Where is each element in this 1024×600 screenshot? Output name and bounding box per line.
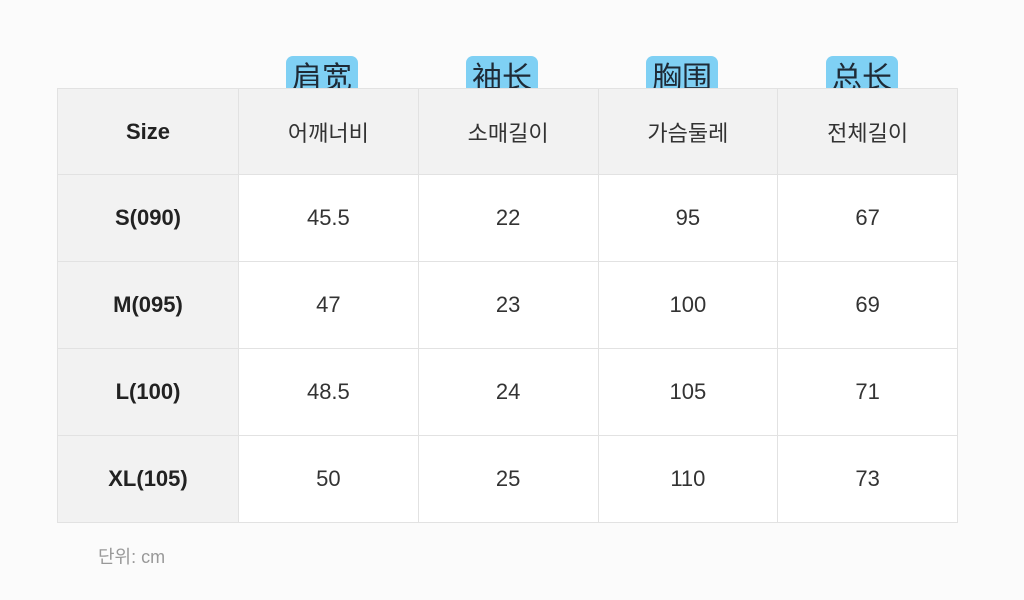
header-chest: 가슴둘레 <box>597 88 779 175</box>
cell: 73 <box>777 435 958 523</box>
table-row: L(100) 48.5 24 105 71 <box>57 348 958 436</box>
table-header-row: Size 어깨너비 소매길이 가슴둘레 전체길이 <box>57 88 958 175</box>
cell: 67 <box>777 174 958 262</box>
cell: 25 <box>417 435 599 523</box>
cell: 100 <box>597 261 779 349</box>
table-row: XL(105) 50 25 110 73 <box>57 435 958 523</box>
cell: 22 <box>417 174 599 262</box>
cell: 105 <box>597 348 779 436</box>
cell: 50 <box>238 435 419 523</box>
cell: 45.5 <box>238 174 419 262</box>
header-sleeve: 소매길이 <box>417 88 599 175</box>
cell: 23 <box>417 261 599 349</box>
header-length: 전체길이 <box>777 88 958 175</box>
cell: 95 <box>597 174 779 262</box>
cell: 48.5 <box>238 348 419 436</box>
cell: 69 <box>777 261 958 349</box>
size-table: Size 어깨너비 소매길이 가슴둘레 전체길이 S(090) 45.5 22 … <box>57 88 958 523</box>
cell: 110 <box>597 435 779 523</box>
unit-note: 단위: cm <box>98 547 166 567</box>
cell: 24 <box>417 348 599 436</box>
table-row: M(095) 47 23 100 69 <box>57 261 958 349</box>
size-cell: XL(105) <box>57 435 239 523</box>
cell: 47 <box>238 261 419 349</box>
header-shoulder: 어깨너비 <box>238 88 419 175</box>
size-cell: M(095) <box>57 261 239 349</box>
cell: 71 <box>777 348 958 436</box>
header-size: Size <box>57 88 239 175</box>
size-cell: S(090) <box>57 174 239 262</box>
table-row: S(090) 45.5 22 95 67 <box>57 174 958 262</box>
size-cell: L(100) <box>57 348 239 436</box>
